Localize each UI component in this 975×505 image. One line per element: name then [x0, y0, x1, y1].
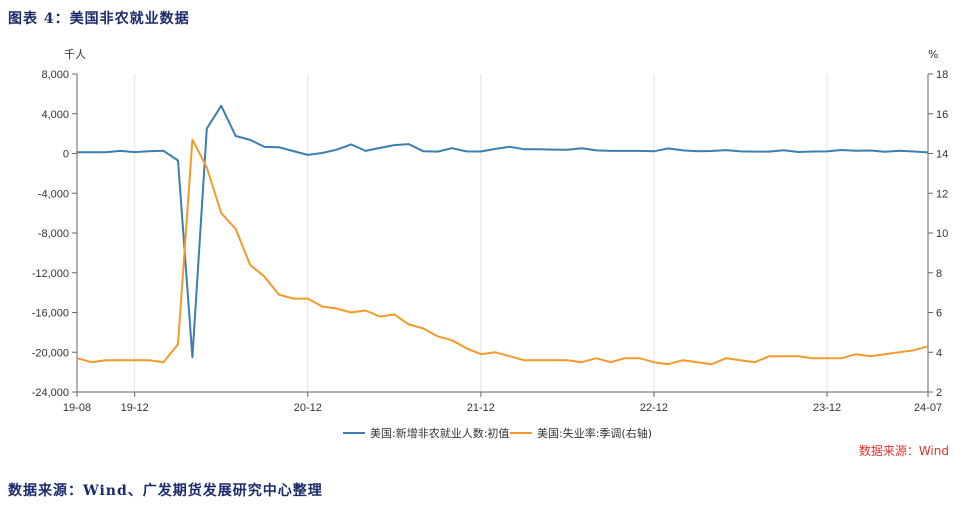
unemployment-rate-line: [76, 138, 929, 366]
left-tick-label: 8,000: [41, 69, 69, 81]
series-lines: [76, 104, 929, 366]
figure-title: 图表 4：美国非农就业数据: [8, 11, 190, 27]
left-tick-label: -20,000: [32, 347, 69, 359]
x-tick-label: 21-12: [467, 402, 495, 414]
legend-label: 美国:失业率:季调(右轴): [537, 426, 652, 440]
left-tick-label: -8,000: [38, 228, 69, 240]
x-tick-label: 24-07: [914, 402, 942, 414]
payrolls-line: [76, 104, 929, 359]
right-axis-unit: %: [928, 48, 938, 61]
x-tick-label: 22-12: [640, 402, 668, 414]
right-tick-label: 4: [936, 347, 942, 359]
left-tick-label: -16,000: [32, 308, 69, 320]
source-note: 数据来源：Wind、广发期货发展研究中心整理: [8, 483, 323, 499]
x-tick-label: 19-12: [121, 402, 149, 414]
x-tick-label: 20-12: [294, 402, 322, 414]
left-axis-unit: 千人: [64, 48, 86, 61]
left-tick-label: 0: [63, 149, 69, 161]
x-tick-label: 19-08: [63, 402, 91, 414]
chart-credit: 数据来源：Wind: [859, 443, 949, 458]
x-tick-label: 23-12: [813, 402, 841, 414]
right-tick-label: 18: [936, 69, 948, 81]
left-tick-label: -12,000: [32, 268, 69, 280]
legend-label: 美国:新增非农就业人数:初值: [370, 426, 509, 440]
axes: 19-08 19-12 20-12 21-12 22-12 23-12 24-07 8,000…: [32, 69, 949, 414]
left-tick-label: -24,000: [32, 387, 69, 399]
right-tick-label: 16: [936, 109, 948, 121]
gridlines: [76, 74, 929, 392]
legend: 美国:新增非农就业人数:初值 美国:失业率:季调(右轴): [343, 426, 652, 440]
right-tick-label: 14: [936, 149, 948, 161]
right-tick-label: 8: [936, 268, 942, 280]
right-tick-label: 10: [936, 228, 948, 240]
right-tick-label: 12: [936, 188, 948, 200]
left-tick-label: 4,000: [41, 109, 69, 121]
right-tick-label: 2: [936, 387, 942, 399]
left-tick-label: -4,000: [38, 188, 69, 200]
right-tick-label: 6: [936, 308, 942, 320]
